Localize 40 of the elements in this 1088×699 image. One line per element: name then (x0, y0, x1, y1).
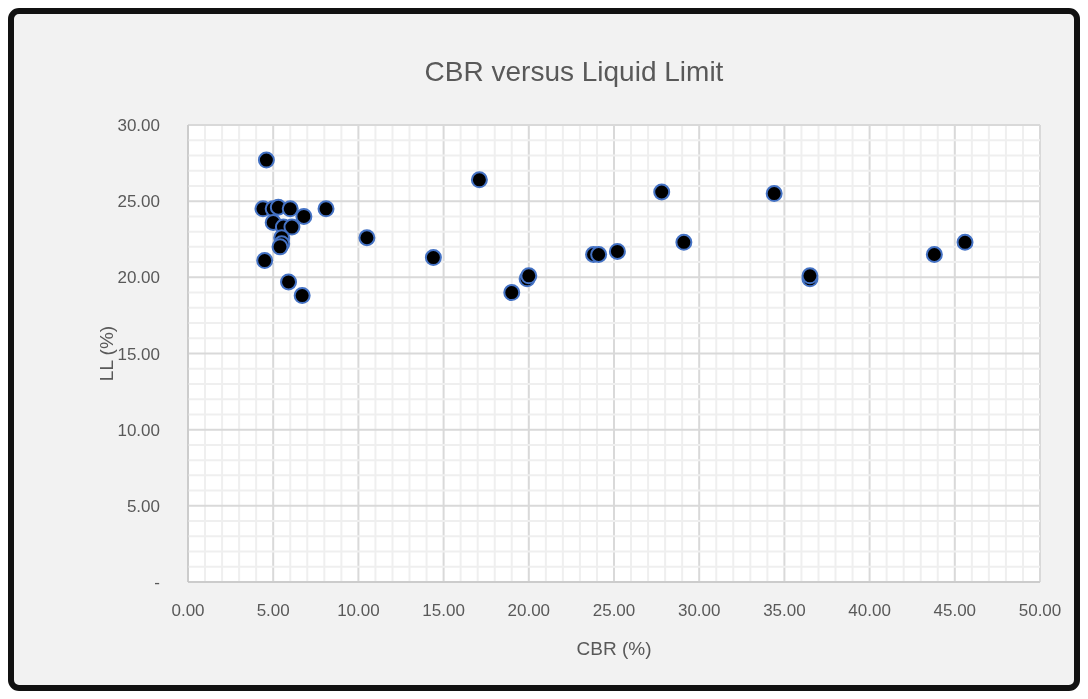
point (503, 284, 521, 302)
point (590, 245, 608, 263)
y-tick-label: - (154, 573, 160, 592)
chart-title: CBR versus Liquid Limit (424, 56, 724, 87)
point (257, 151, 275, 169)
y-axis-title: LL (%) (96, 325, 117, 382)
y-tick-label: 30.00 (117, 116, 160, 135)
point (765, 185, 783, 203)
point (317, 200, 335, 218)
point (470, 171, 488, 189)
point (653, 183, 671, 201)
point (608, 242, 626, 260)
y-tick-label: 10.00 (117, 420, 160, 440)
x-tick-label: 25.00 (592, 601, 636, 620)
point (925, 245, 943, 263)
point (283, 218, 301, 236)
x-tick-label: 0.00 (171, 601, 205, 620)
x-tick-label: 35.00 (763, 601, 806, 620)
point (295, 207, 313, 225)
x-axis-title: CBR (%) (576, 638, 652, 659)
y-tick-label: 15.00 (117, 344, 160, 364)
y-tick-label: 20.00 (117, 268, 160, 288)
x-tick-label: 50.00 (1018, 601, 1062, 620)
point (358, 229, 376, 247)
x-tick-label: 30.00 (677, 601, 721, 620)
point (956, 233, 974, 251)
x-tick-label: 40.00 (848, 601, 891, 620)
x-tick-label: 45.00 (933, 601, 977, 620)
point (293, 287, 311, 305)
point (280, 273, 298, 291)
point (281, 200, 299, 218)
y-tick-label: 25.00 (117, 192, 160, 212)
x-tick-label: 10.00 (337, 601, 380, 620)
point (256, 252, 274, 270)
x-tick-label: 15.00 (422, 601, 465, 620)
point (424, 249, 442, 267)
y-tick-label: 5.00 (126, 496, 160, 516)
point (675, 233, 693, 251)
x-tick-label: 20.00 (507, 601, 551, 620)
x-tick-label: 5.00 (256, 601, 290, 620)
